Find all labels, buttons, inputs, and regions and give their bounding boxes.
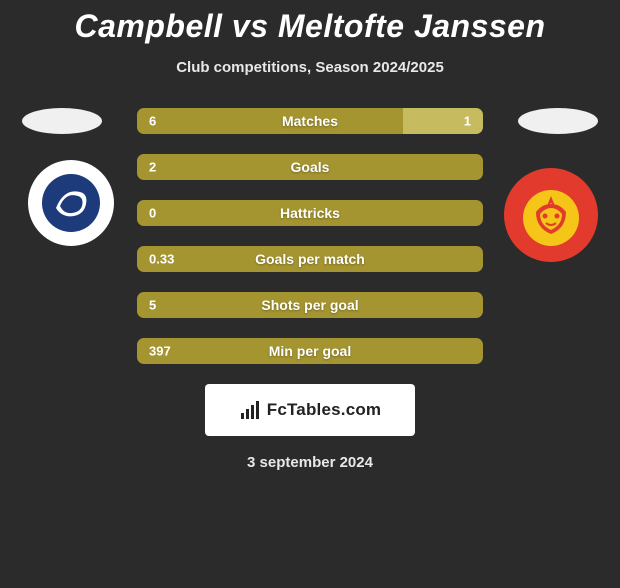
stat-label: Matches (282, 113, 338, 129)
stat-row: Matches 6 1 (137, 108, 483, 134)
stat-label: Hattricks (280, 205, 340, 221)
stat-row: Shots per goal 5 (137, 292, 483, 318)
stat-row: Hattricks 0 (137, 200, 483, 226)
club-crest-left (28, 160, 114, 246)
date-text: 3 september 2024 (0, 454, 620, 471)
attribution-text: FcTables.com (267, 400, 382, 420)
stat-label: Shots per goal (261, 297, 358, 313)
stat-label: Min per goal (269, 343, 351, 359)
stat-bar-left (137, 108, 403, 134)
stat-value-left: 2 (149, 160, 156, 175)
stat-value-left: 5 (149, 298, 156, 313)
stat-label: Goals (291, 159, 330, 175)
player-silhouette-left (22, 108, 102, 134)
player-silhouette-right (518, 108, 598, 134)
fc-nordsjaelland-logo-icon (512, 176, 590, 254)
stat-row: Goals per match 0.33 (137, 246, 483, 272)
club-crest-right (504, 168, 598, 262)
stat-value-left: 397 (149, 344, 171, 359)
comparison-area: Matches 6 1 Goals 2 Hattricks 0 Goals per match… (0, 108, 620, 364)
stat-label: Goals per match (255, 251, 365, 267)
stat-value-left: 0.33 (149, 252, 174, 267)
stat-value-left: 6 (149, 114, 156, 129)
fctables-logo-icon (239, 399, 261, 421)
stat-value-left: 0 (149, 206, 156, 221)
randers-fc-logo-icon (36, 168, 106, 238)
stat-value-right: 1 (464, 114, 471, 129)
stat-row: Goals 2 (137, 154, 483, 180)
stat-bar-right (403, 108, 483, 134)
comparison-bars: Matches 6 1 Goals 2 Hattricks 0 Goals per match… (137, 108, 483, 364)
subtitle: Club competitions, Season 2024/2025 (0, 59, 620, 76)
page-title: Campbell vs Meltofte Janssen (0, 8, 620, 45)
stat-row: Min per goal 397 (137, 338, 483, 364)
attribution-badge: FcTables.com (205, 384, 415, 436)
